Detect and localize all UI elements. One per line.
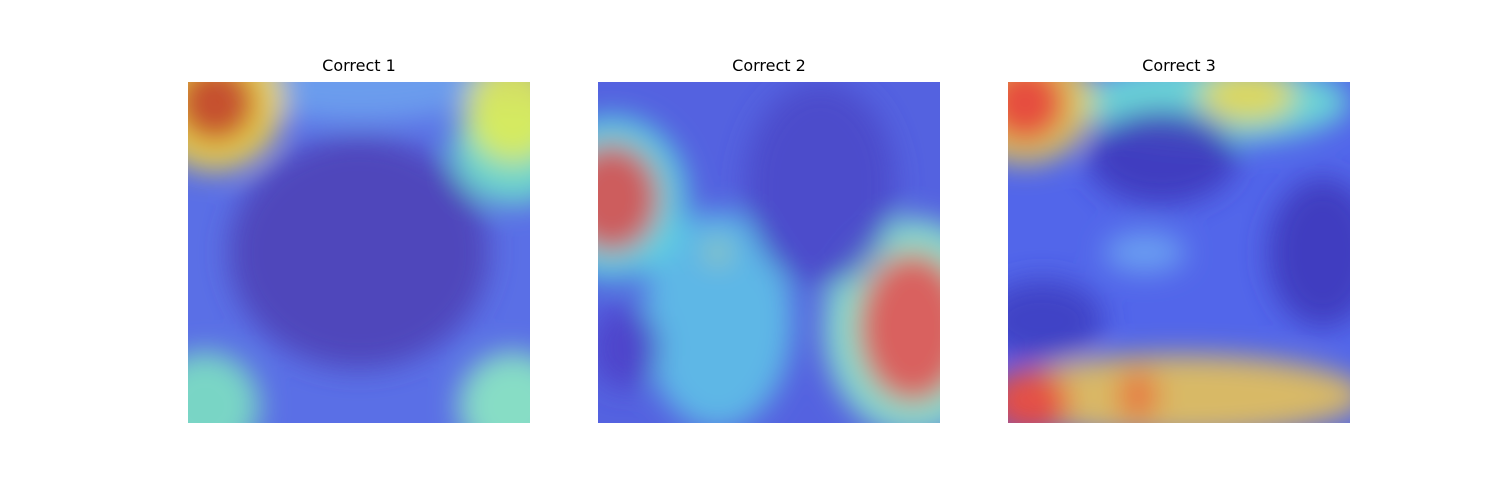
heatmap-hotspot bbox=[857, 252, 940, 403]
heatmap-hotspot bbox=[188, 351, 260, 423]
heatmap-hotspot bbox=[707, 242, 728, 263]
panel-title-1: Correct 1 bbox=[322, 56, 396, 75]
heatmap-hotspot bbox=[1008, 368, 1070, 423]
heatmap-hotspot bbox=[1103, 232, 1186, 273]
panel-title-2: Correct 2 bbox=[732, 56, 806, 75]
heatmap-hotspot bbox=[188, 82, 257, 144]
heatmap-hotspot bbox=[1086, 109, 1238, 205]
heatmap-3 bbox=[1008, 82, 1350, 423]
heatmap-hotspot bbox=[1008, 279, 1104, 362]
heatmap-1-svg bbox=[188, 82, 530, 423]
heatmap-hotspot bbox=[1199, 82, 1296, 123]
heatmap-3-svg bbox=[1008, 82, 1350, 423]
heatmap-hotspot bbox=[222, 82, 496, 123]
panel-title-3: Correct 3 bbox=[1142, 56, 1216, 75]
heatmap-hotspot bbox=[745, 82, 896, 287]
heatmap-hotspot bbox=[598, 143, 660, 253]
heatmap-hotspot bbox=[1117, 368, 1159, 423]
heatmap-1 bbox=[188, 82, 530, 423]
heatmap-hotspot bbox=[598, 307, 660, 389]
heatmap-2 bbox=[598, 82, 940, 423]
heatmap-hotspot bbox=[465, 82, 530, 164]
heatmap-hotspot bbox=[229, 136, 489, 369]
heatmap-hotspot bbox=[1008, 82, 1067, 144]
heatmap-hotspot bbox=[1008, 354, 1350, 423]
heatmap-2-svg bbox=[598, 82, 940, 423]
heatmap-hotspot bbox=[458, 351, 530, 423]
heatmap-hotspot bbox=[642, 211, 793, 423]
heatmap-hotspot bbox=[1267, 177, 1350, 328]
